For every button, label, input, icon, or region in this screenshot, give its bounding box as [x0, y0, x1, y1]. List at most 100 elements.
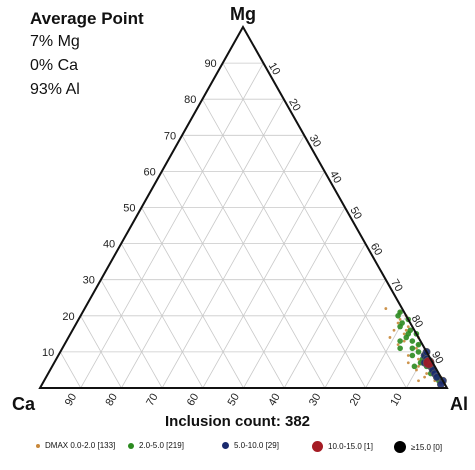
data-point [397, 323, 403, 330]
data-point [415, 368, 418, 372]
average-al-value: 93% Al [30, 81, 80, 98]
average-point-title: Average Point [30, 9, 144, 28]
tick-labels: 10 10 10 20 20 20 30 30 30 40 40 40 50 50 50 60 60 60 70 70… [42, 58, 445, 408]
data-point [406, 361, 410, 365]
legend-item: 10.0-15.0 [1] [312, 441, 373, 452]
legend-label: DMAX 0.0-2.0 [133] [45, 441, 116, 450]
al-tick-label: 50 [347, 205, 364, 222]
grid-line [283, 243, 366, 389]
data-point [415, 341, 422, 348]
grid-line [59, 351, 82, 389]
triangle-outline [38, 24, 449, 389]
mg-tick-label: 30 [83, 275, 95, 287]
grid-line [324, 279, 387, 389]
average-ca-value: 0% Ca [30, 57, 79, 74]
legend-item: 2.0-5.0 [219] [128, 441, 184, 450]
data-point [417, 357, 420, 361]
data-point [396, 343, 400, 347]
al-tick-label: 20 [286, 97, 303, 114]
al-tick-label: 80 [409, 313, 426, 330]
ca-tick-label: 50 [226, 392, 243, 409]
mg-tick-label: 20 [62, 311, 74, 323]
legend: DMAX 0.0-2.0 [133] 2.0-5.0 [219] 5.0-10.0 … [0, 441, 475, 459]
mg-tick-label: 40 [103, 239, 115, 251]
data-point [395, 313, 401, 319]
ca-tick-label: 20 [348, 392, 365, 409]
ca-tick-label: 60 [185, 392, 202, 409]
inclusion-count: Inclusion count: 382 [164, 413, 311, 430]
data-point [398, 318, 402, 321]
grid-line [100, 279, 163, 389]
data-point [415, 346, 418, 350]
ca-tick-label: 10 [388, 392, 405, 409]
al-tick-label: 90 [429, 349, 446, 366]
ca-tick-label: 80 [103, 392, 120, 409]
mg-tick-label: 10 [42, 347, 54, 359]
mg-tick-label: 50 [123, 203, 135, 215]
grid-line [120, 243, 204, 389]
triangle-frame [38, 24, 449, 389]
data-point [417, 364, 420, 368]
vertex-labels: Mg Ca Al [12, 4, 468, 414]
vertex-label-top: Mg [230, 4, 256, 24]
data-point [397, 338, 403, 344]
data-point [388, 336, 392, 339]
legend-swatch [222, 442, 229, 449]
average-point-panel: Average Point 7% Mg 0% Ca 93% Al [30, 8, 144, 102]
data-point [409, 338, 416, 344]
grid-line [80, 315, 122, 389]
al-tick-label: 70 [388, 277, 405, 294]
grid-line [80, 62, 264, 389]
data-point [406, 325, 410, 329]
al-tick-label: 30 [307, 133, 324, 150]
data-point [396, 321, 400, 325]
ca-tick-label: 90 [63, 392, 80, 409]
data-point [415, 349, 422, 355]
legend-item: ≥15.0 [0] [394, 441, 442, 453]
data-point [397, 345, 403, 352]
data-point [425, 372, 429, 375]
vertex-label-right: Al [450, 394, 468, 414]
legend-swatch [128, 442, 134, 449]
legend-label: 10.0-15.0 [1] [328, 442, 373, 451]
data-point [402, 339, 406, 343]
mg-tick-label: 60 [144, 166, 156, 178]
legend-swatch [394, 441, 406, 453]
legend-label: 2.0-5.0 [219] [139, 441, 184, 450]
mg-tick-label: 80 [184, 94, 196, 106]
grid-line [161, 135, 305, 389]
grid-line [141, 207, 244, 389]
legend-swatch [312, 441, 323, 452]
al-tick-label: 10 [266, 61, 283, 78]
data-point [392, 328, 396, 332]
mg-tick-label: 70 [164, 130, 176, 142]
mg-tick-label: 90 [204, 58, 216, 70]
data-point [409, 345, 416, 352]
data-point [403, 334, 410, 341]
ca-tick-label: 30 [307, 392, 324, 409]
legend-label: 5.0-10.0 [29] [234, 441, 279, 450]
ca-tick-label: 70 [144, 392, 161, 409]
data-point [402, 332, 406, 336]
al-tick-label: 40 [327, 169, 344, 186]
ca-tick-label: 40 [266, 392, 283, 409]
vertex-label-left: Ca [12, 394, 36, 414]
al-tick-label: 60 [368, 241, 385, 258]
data-point [423, 375, 426, 379]
grid-line [222, 62, 407, 389]
legend-swatch [36, 443, 40, 448]
data-point [406, 354, 410, 357]
average-mg-value: 7% Mg [30, 33, 80, 50]
grid-lines [59, 62, 427, 389]
legend-label: ≥15.0 [0] [411, 442, 443, 452]
data-point [409, 352, 416, 359]
grid-line [181, 135, 326, 389]
grid-line [243, 207, 346, 389]
data-points [384, 307, 447, 389]
legend-item: DMAX 0.0-2.0 [133] [36, 441, 115, 450]
data-point [417, 379, 420, 383]
data-point [384, 307, 388, 310]
data-point [411, 363, 418, 370]
legend-item: 5.0-10.0 [29] [222, 441, 279, 450]
